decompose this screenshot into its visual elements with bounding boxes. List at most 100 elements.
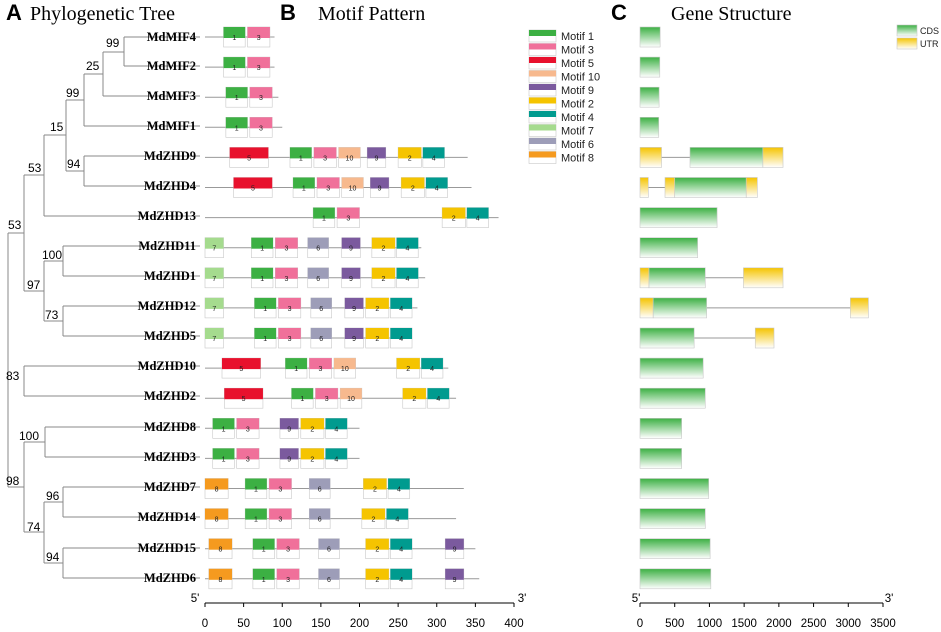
motif-number: 3 [286,577,290,584]
motif-number: 6 [327,547,331,554]
motif-box: 8 [208,568,233,590]
motif-number: 6 [316,276,320,283]
motif-box: 3 [268,508,292,529]
motif-box: 2 [300,448,325,469]
tree-branch [43,134,200,217]
motif-box-fill [365,328,389,339]
motif-box: 7 [204,267,224,289]
motif-number: 2 [406,366,410,373]
motif-box: 3 [268,478,292,499]
motif-box-fill [421,358,443,370]
motif-axis-tick-label: 200 [350,618,369,630]
motif-box: 9 [279,417,299,439]
motif-box-fill [254,297,277,309]
motif-legend-swatch [529,151,556,158]
utr-segment [664,177,676,198]
bootstrap-value: 99 [106,36,120,50]
gene-structure-row [639,538,711,560]
cds-segment [639,538,711,560]
motif-number: 1 [232,65,236,72]
motif-box-fill [293,177,315,189]
motif-box-fill [422,147,445,159]
gene-label: MdZHD6 [144,571,196,585]
cds-segment [648,267,706,289]
motif-number: 3 [278,517,282,524]
motif-number: 1 [222,456,226,463]
gene-label: MdMIF4 [147,30,197,44]
motif-number: 1 [262,577,266,584]
gene-structure-row [639,387,706,409]
gene-axis-tick-label: 3000 [835,618,861,630]
motif-number: 1 [232,35,236,42]
motif-box: 4 [427,387,450,409]
gene-axis-tick-label: 1000 [697,618,723,630]
motif-box: 1 [251,237,274,258]
motif-number: 3 [325,396,329,403]
motif-number: 5 [251,186,255,193]
gene-structure-row [639,448,682,469]
motif-box: 9 [279,448,299,469]
bootstrap-value: 100 [42,248,62,262]
motif-box-fill [344,328,364,339]
motif-box-fill [233,177,273,189]
motif-number: 9 [378,186,382,193]
motif-box-fill [338,147,361,159]
motif-box-fill [318,568,340,580]
bootstrap-value: 100 [19,429,39,443]
motif-box-fill [425,177,448,189]
motif-row: 8 1 3 6 2 4 9 [205,568,480,590]
motif-number: 1 [263,336,267,343]
motif-box: 5 [233,177,273,198]
motif-legend-label: Motif 3 [561,45,594,57]
motif-box-fill [307,267,329,279]
gene-structure-row [639,237,698,258]
motif-box-fill [254,328,277,339]
motif-box: 2 [361,508,386,529]
motif-box: 1 [225,117,248,138]
utr-segment [745,177,758,198]
motif-box-fill [396,267,419,279]
motif-box: 7 [204,237,224,258]
motif-box-fill [390,538,413,550]
motif-box-fill [386,508,409,520]
motif-number: 4 [399,306,403,313]
motif-box: 1 [254,327,277,349]
motif-box-fill [365,538,389,550]
motif-box-fill [337,207,360,219]
motif-box-fill [249,117,273,129]
bootstrap-value: 53 [8,218,22,232]
utr-segment [754,327,775,349]
motif-box-fill [300,448,324,460]
motif-box: 4 [390,327,413,349]
motif-row: 1 3 9 2 4 [205,417,360,439]
motif-legend-item: Motif 5 [528,56,594,70]
motif-box: 1 [225,86,248,108]
motif-number: 2 [310,426,314,433]
gene-label: MdZHD9 [144,149,196,163]
motif-row: 5 1 3 10 9 2 4 [205,147,468,168]
gene-label: MdZHD7 [144,480,196,494]
motif-box-fill [371,267,396,279]
motif-number: 3 [286,547,290,554]
motif-box-fill [212,418,235,430]
cds-segment [639,417,682,439]
gene-structure-row [639,357,704,379]
motif-number: 3 [257,35,261,42]
gene-structure-row [639,267,784,289]
motif-row: 7 1 3 6 9 2 4 [204,237,422,258]
motif-number: 9 [287,456,291,463]
motif-number: 2 [310,456,314,463]
gene-label: MdZHD3 [144,450,196,464]
cds-legend-swatch [896,24,918,37]
motif-box-fill [398,147,422,159]
motif-box-fill [212,448,235,460]
motif-box: 10 [333,357,356,379]
motif-box: 1 [223,26,246,48]
motif-box-fill [317,177,340,189]
motif-box: 4 [386,508,409,529]
motif-box: 3 [276,568,300,590]
gene-axis-3prime: 3' [885,593,894,605]
gene-structure-axis: 0 500 1000 1500 2000 2500 3000 3500 5' 3' [632,593,896,630]
